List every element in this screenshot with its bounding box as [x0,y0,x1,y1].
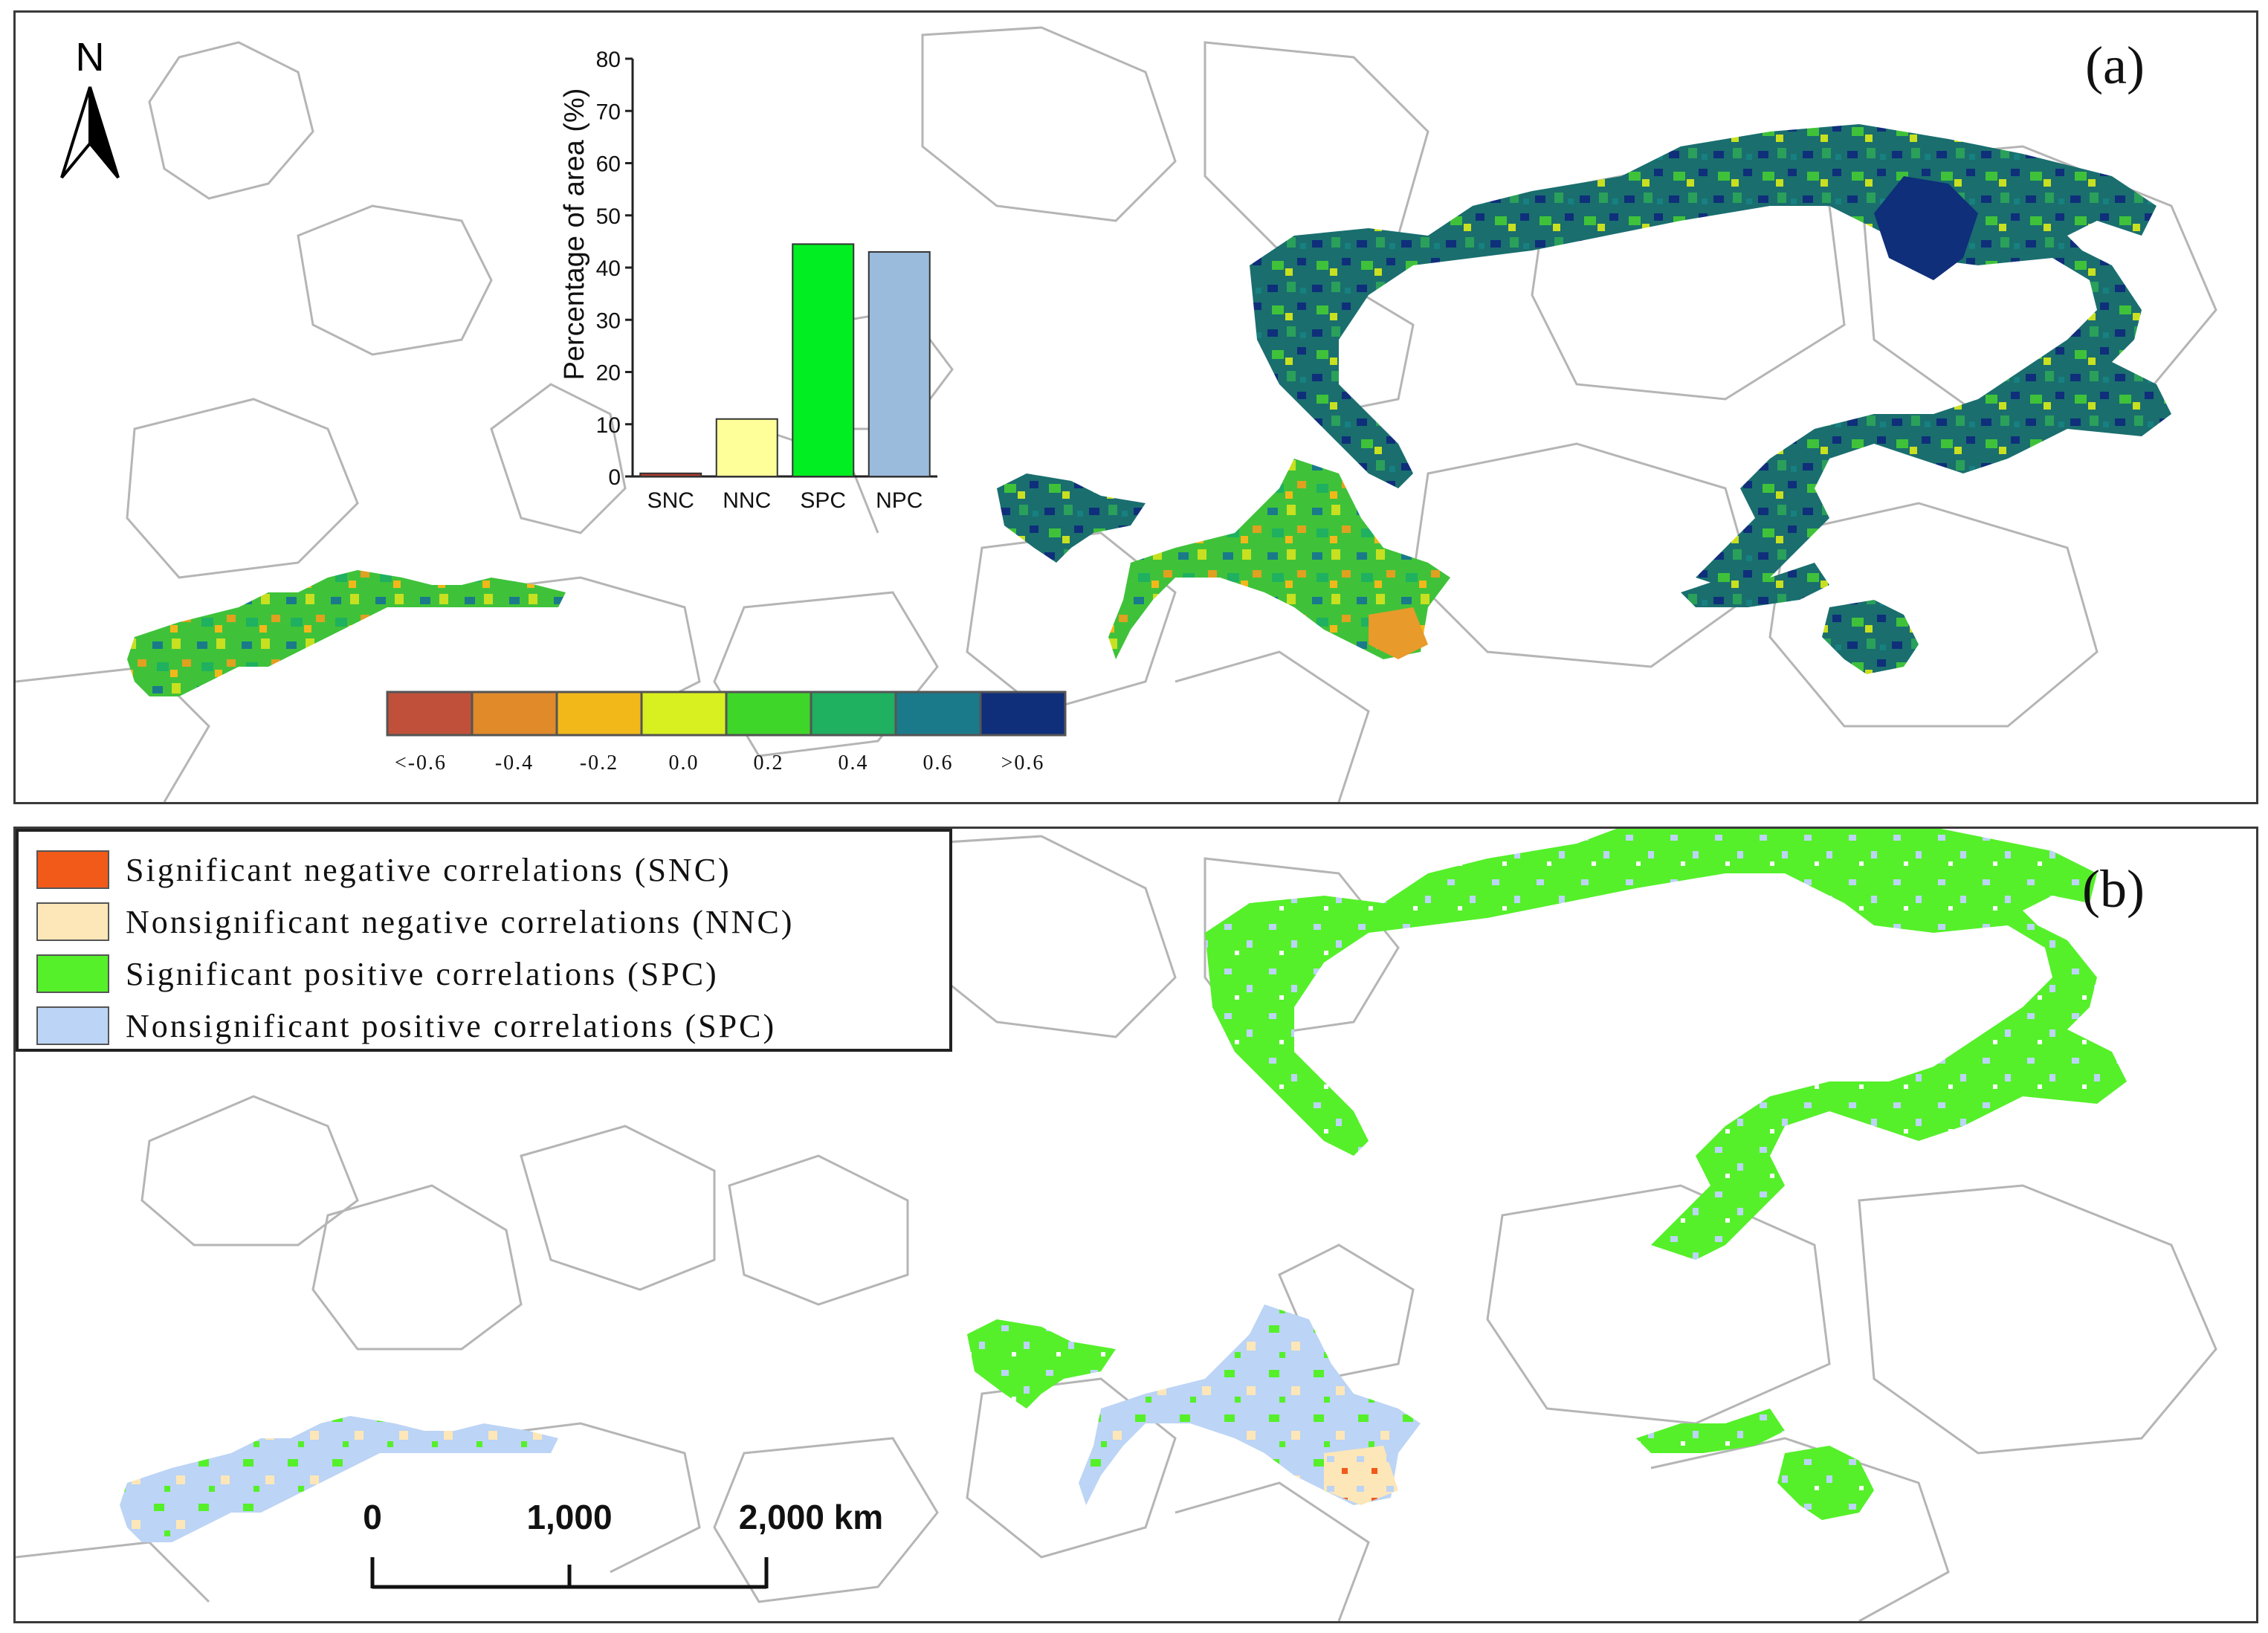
raster-afghanistan [1822,600,1919,674]
colorbar-tick-label: >0.6 [1001,751,1045,775]
colorbar-swatch [471,691,558,737]
legend-swatch-npc [36,1006,109,1045]
bar-spc [792,243,855,477]
raster-iran [1108,459,1450,659]
colorbar-tick-label: <-0.6 [395,751,447,775]
raster-central-asia [1681,563,1829,607]
raster-iran-south [1369,607,1428,659]
colorbar-swatch [810,691,897,737]
bar-nnc [715,418,778,477]
map-a: N [16,26,2217,802]
north-label: N [76,35,105,80]
legend-swatch-snc [36,850,109,889]
legend-label-npc: Nonsignificant positive correlations (SP… [126,1007,777,1044]
colorbar-swatch [386,691,474,737]
x-tick-label-npc: NPC [876,488,923,513]
scale-bar: 0 1,000 2,000 km [363,1498,883,1589]
class-iran-south [1324,1446,1398,1505]
bar-npc [868,250,931,477]
scale-label-2000: 2,000 km [739,1498,883,1536]
raster-kazakh-belt [1250,124,2171,592]
colorbar-swatch [979,691,1067,737]
inset-bar-chart: 0 10 20 30 40 50 60 70 80 SNC NNC SPC NPC Percentag… [559,48,937,513]
legend-label-snc: Significant negative correlations (SNC) [126,851,731,888]
colorbar-swatch [640,691,728,737]
y-tick-label: 0 [608,465,621,490]
study-area-classes [120,829,2127,1542]
map-b [16,829,2217,1621]
colorbar-tick-label: 0.2 [754,751,784,775]
colorbar: <-0.6 -0.4 -0.2 0.0 0.2 0.4 0.6 >0.6 [386,691,1067,775]
legend-item-spc: Significant positive correlations (SPC) [36,952,719,995]
bar-snc [639,472,702,477]
colorbar-swatch [894,691,982,737]
study-area-raster [127,124,2171,696]
panel-label-a: (a) [2085,36,2145,95]
y-tick-label: 30 [596,308,621,333]
legend-item-nnc: Nonsignificant negative correlations (NN… [36,900,794,943]
panel-b: (b) Significant negative correlations (S… [13,827,2258,1623]
legend-swatch-nnc [36,902,109,941]
panel-label-b: (b) [2082,859,2145,919]
y-tick-label: 10 [596,413,621,438]
x-tick-label-spc: SPC [800,488,846,513]
x-tick-label-nnc: NNC [723,488,771,513]
class-anatolia [967,1319,1116,1409]
class-kazakh-belt [1205,829,2127,1260]
y-tick-label: 60 [596,152,621,177]
y-axis-label: Percentage of area (%) [559,88,590,381]
x-tick-label-snc: SNC [647,488,694,513]
y-tick-label: 50 [596,204,621,229]
panel-a: N (a) 0 10 20 30 40 50 60 70 80 SNC NNC SPC NPC Per… [13,10,2258,804]
y-tick-label: 80 [596,48,621,72]
raster-anatolia [997,473,1146,563]
y-tick-label: 70 [596,100,621,124]
colorbar-swatch [725,691,812,737]
legend-swatch-spc [36,954,109,993]
north-arrow: N [60,35,120,179]
legend-item-snc: Significant negative correlations (SNC) [36,848,731,891]
colorbar-tick-label: -0.2 [580,751,618,775]
legend-label-nnc: Nonsignificant negative correlations (NN… [126,903,795,940]
legend-item-npc: Nonsignificant positive correlations (SP… [36,1004,776,1047]
scale-label-0: 0 [363,1498,382,1536]
class-central-asia [1636,1409,1785,1453]
colorbar-tick-label: 0.4 [839,751,869,775]
legend: Significant negative correlations (SNC) … [16,829,952,1052]
colorbar-tick-label: -0.4 [495,751,534,775]
colorbar-swatch [555,691,643,737]
y-tick-label: 20 [596,361,621,386]
legend-label-spc: Significant positive correlations (SPC) [126,955,719,992]
colorbar-tick-label: 0.0 [669,751,700,775]
y-tick-label: 40 [596,256,621,281]
raster-dark-core [1874,176,1978,280]
class-afghanistan [1777,1446,1874,1520]
class-maghreb [120,1416,558,1542]
scale-label-1000: 1,000 [526,1498,612,1536]
colorbar-tick-label: 0.6 [923,751,954,775]
raster-maghreb [127,570,566,696]
